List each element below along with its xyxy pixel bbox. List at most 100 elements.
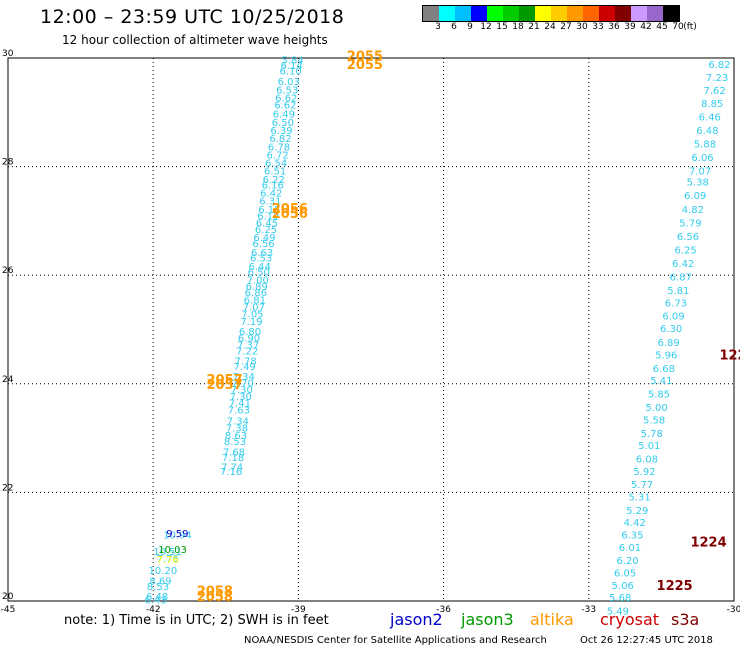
pass-time-label: 2055 [347,50,383,65]
wave-height-label: 5.78 [641,429,663,440]
wave-height-label: 4.42 [624,518,646,529]
wave-height-label: 6.05 [614,569,636,580]
wave-height-label: 7.68 [223,447,245,458]
wave-height-label: 6.90 [238,333,260,344]
wave-height-label: 7.05 [241,310,263,321]
wave-height-label: 7.22 [236,346,258,357]
wave-height-label: 6.43 [144,596,166,607]
wave-height-label: 7.63 [228,406,250,417]
color-legend-label: 42 [640,22,652,32]
wave-height-label: 5.79 [679,218,701,229]
color-legend-label: 9 [467,22,473,32]
color-swatch [423,6,439,21]
wave-height-label: 5.84 [281,55,303,66]
color-legend-label: 3 [435,22,441,32]
legend-cryosat: cryosat [600,610,660,629]
color-legend-label: 18 [512,22,524,32]
wave-height-label: 6.10 [280,66,302,77]
wave-height-label: 7.74 [221,463,243,474]
y-tick-label: 22 [2,483,13,493]
wave-height-label: 6.62 [274,100,296,111]
color-swatch [663,6,679,21]
color-legend-label: 30 [576,22,588,32]
wave-height-label: 6.81 [244,295,266,306]
wave-height-label: 8.53 [147,582,169,593]
color-swatch [487,6,503,21]
wave-height-label: 5.31 [628,493,650,504]
color-swatch [567,6,583,21]
wave-height-label: 6.82 [708,60,730,71]
wave-height-label: 8.53 [224,437,246,448]
pass-time-label: 2056 [272,207,308,222]
wave-height-label: 6.53 [276,85,298,96]
wave-height-label: 9.59 [166,529,188,540]
wave-height-label: 6.87 [670,273,692,284]
wave-height-label: 7.49 [234,362,256,373]
wave-height-label: 6.20 [616,556,638,567]
pass-time-label: 2055 [347,58,383,73]
wave-height-label: 6.16 [262,180,284,191]
color-swatch [599,6,615,21]
wave-height-label: 7.30 [230,392,252,403]
wave-height-label: 5.68 [609,593,631,604]
color-legend-label: 15 [496,22,508,32]
wave-height-label: 6.63 [251,248,273,259]
wave-height-label: 6.51 [264,167,286,178]
wave-height-label: 6.54 [265,159,287,170]
wave-height-label: 4.82 [682,205,704,216]
x-tick-label: -36 [436,605,451,615]
wave-height-label: 7.30 [231,385,253,396]
wave-height-label: 6.86 [245,288,267,299]
wave-height-label: 5.38 [687,178,709,189]
color-swatch [471,6,487,21]
wave-height-label: 6.56 [252,239,274,250]
pass-time-label: 1225 [657,579,693,594]
wave-height-label: 6.25 [255,225,277,236]
page-title: 12:00 – 23:59 UTC 10/25/2018 [40,6,345,28]
wave-height-label: 6.42 [672,259,694,270]
wave-height-label: 6.62 [275,93,297,104]
x-tick-label: -30 [727,605,740,615]
wave-height-label: 7.07 [243,302,265,313]
footer-timestamp: Oct 26 12:27:45 UTC 2018 [580,635,713,646]
color-legend-label: 24 [544,22,556,32]
plot-frame [7,57,735,602]
wave-height-label: 5.88 [694,140,716,151]
wave-height-label: 6.09 [684,191,706,202]
wave-height-label: 5.96 [655,350,677,361]
wave-height-label: 6.09 [662,312,684,323]
color-legend-label: 70 [672,22,684,32]
pass-time-label: 2057 [206,378,242,393]
wave-height-label: 6.15 [258,205,280,216]
wave-height-label: 6.01 [619,543,641,554]
wave-height-label: 5.49 [607,607,629,618]
wave-height-label: 5.77 [631,480,653,491]
x-tick-label: -33 [581,605,596,615]
color-swatch [535,6,551,21]
x-tick-label: -42 [146,605,161,615]
wave-height-label: 6.46 [699,112,721,123]
wave-height-label: 6.39 [270,126,292,137]
color-swatch [439,6,455,21]
wave-height-label: 6.49 [273,110,295,121]
wave-height-label: 6.14 [280,61,302,72]
wave-height-label: 6.73 [665,299,687,310]
wave-height-label: 5.58 [643,415,665,426]
wave-height-label: 8.69 [149,577,171,588]
wave-height-label: 6.72 [266,150,288,161]
wave-height-label: 6.35 [621,531,643,542]
wave-height-label: 10.51 [153,547,182,558]
wave-height-label: 6.30 [660,324,682,335]
legend-jason3: jason3 [461,610,514,629]
legend-altika: altika [530,610,574,629]
y-tick-label: 20 [2,592,14,602]
color-swatch [551,6,567,21]
wave-height-label: 10.94 [163,531,192,542]
color-legend-bar [422,5,680,22]
y-tick-label: 30 [2,49,14,59]
wave-height-label: 6.48 [696,126,718,137]
wave-height-label: 6.80 [239,327,261,338]
x-tick-label: -39 [291,605,306,615]
wave-height-label: 7.16 [220,467,242,478]
color-legend-label: 36 [608,22,620,32]
